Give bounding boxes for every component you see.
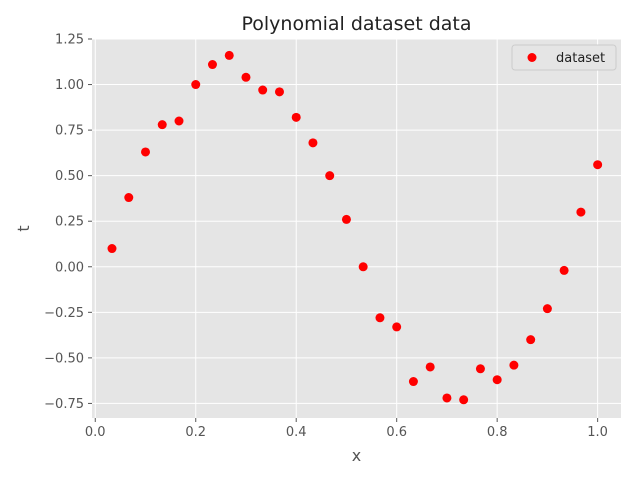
- data-point: [174, 116, 184, 126]
- data-point: [258, 85, 268, 95]
- x-axis-label: x: [352, 446, 361, 465]
- legend-label-dataset: dataset: [556, 51, 605, 66]
- grid-lines: [92, 38, 621, 418]
- y-tick-label: −0.50: [44, 351, 84, 366]
- y-tick-label: 0.00: [55, 260, 84, 275]
- x-tick-label: 1.0: [587, 425, 608, 440]
- data-point: [408, 377, 418, 387]
- y-tick-label: 0.25: [55, 215, 84, 230]
- data-point: [341, 214, 351, 224]
- plot-background: [92, 39, 621, 418]
- data-point: [291, 112, 301, 122]
- data-point: [593, 160, 603, 170]
- data-point: [442, 393, 452, 403]
- y-tick-label: 1.25: [55, 33, 84, 48]
- y-tick-label: 0.75: [55, 124, 84, 139]
- data-point: [542, 304, 552, 314]
- data-point: [509, 360, 519, 370]
- data-point: [358, 262, 368, 272]
- x-tick-label: 0.4: [286, 425, 307, 440]
- x-tick-label: 0.2: [185, 425, 206, 440]
- data-point: [191, 80, 201, 90]
- y-tick-label: 1.00: [55, 78, 84, 93]
- x-tick-label: 0.0: [85, 425, 106, 440]
- data-points: [107, 50, 603, 405]
- data-point: [425, 362, 435, 372]
- y-axis-label: t: [14, 225, 33, 231]
- data-point: [141, 147, 151, 157]
- data-point: [459, 395, 469, 405]
- legend: dataset: [511, 44, 617, 71]
- data-point: [157, 120, 167, 130]
- data-point: [375, 313, 385, 323]
- y-tick-label: 0.50: [55, 169, 84, 184]
- x-tick-label: 0.6: [386, 425, 407, 440]
- data-point: [576, 207, 586, 217]
- y-tick-label: −0.75: [44, 397, 84, 412]
- data-point: [325, 171, 335, 181]
- data-point: [241, 72, 251, 82]
- y-tick-label: −0.25: [44, 306, 84, 321]
- data-point: [559, 265, 569, 275]
- data-point: [308, 138, 318, 148]
- data-point: [526, 335, 536, 345]
- legend-marker-dataset: [527, 53, 537, 62]
- legend-box: [511, 44, 617, 71]
- data-point: [224, 50, 234, 60]
- data-point: [107, 244, 117, 254]
- data-point: [492, 375, 502, 385]
- data-point: [475, 364, 485, 374]
- tick-labels: 0.0 0.2 0.4 0.6 0.8 1.0 −0.75 −0.50 −0.25 0.00 0.2…: [44, 33, 608, 441]
- x-tick-label: 0.8: [487, 425, 508, 440]
- data-point: [392, 322, 402, 332]
- data-point: [274, 87, 284, 97]
- data-point: [207, 60, 217, 70]
- data-point: [124, 193, 134, 203]
- chart-title: Polynomial dataset data: [241, 13, 471, 35]
